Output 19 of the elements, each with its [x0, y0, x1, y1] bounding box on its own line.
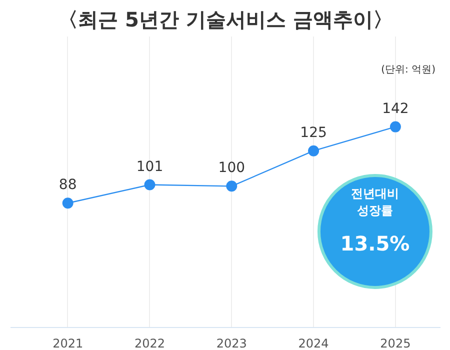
- point: [62, 198, 74, 209]
- text: (단위: 억원): [381, 64, 436, 76]
- data-label: 88: [58, 177, 77, 194]
- point: [226, 180, 238, 192]
- point: [390, 121, 401, 132]
- data-label: 142: [382, 100, 409, 117]
- x-tick-label: 2021: [52, 336, 84, 350]
- annotation: 전년대비 성장률: [350, 186, 399, 218]
- data-label: 125: [300, 124, 327, 141]
- x-tick-label: 2022: [134, 336, 166, 350]
- x-tick-label: 2023: [216, 336, 247, 350]
- data-label: 100: [218, 160, 246, 176]
- x-tick-label: 2025: [380, 336, 411, 350]
- data-label: 101: [136, 158, 164, 175]
- point: [308, 145, 320, 156]
- chart-title: 〈최근 5년간 기술서비스 금액추이〉: [58, 8, 393, 32]
- point: [144, 179, 156, 190]
- x-tick-label: 2024: [298, 336, 329, 350]
- text: 13.5%: [340, 231, 410, 256]
